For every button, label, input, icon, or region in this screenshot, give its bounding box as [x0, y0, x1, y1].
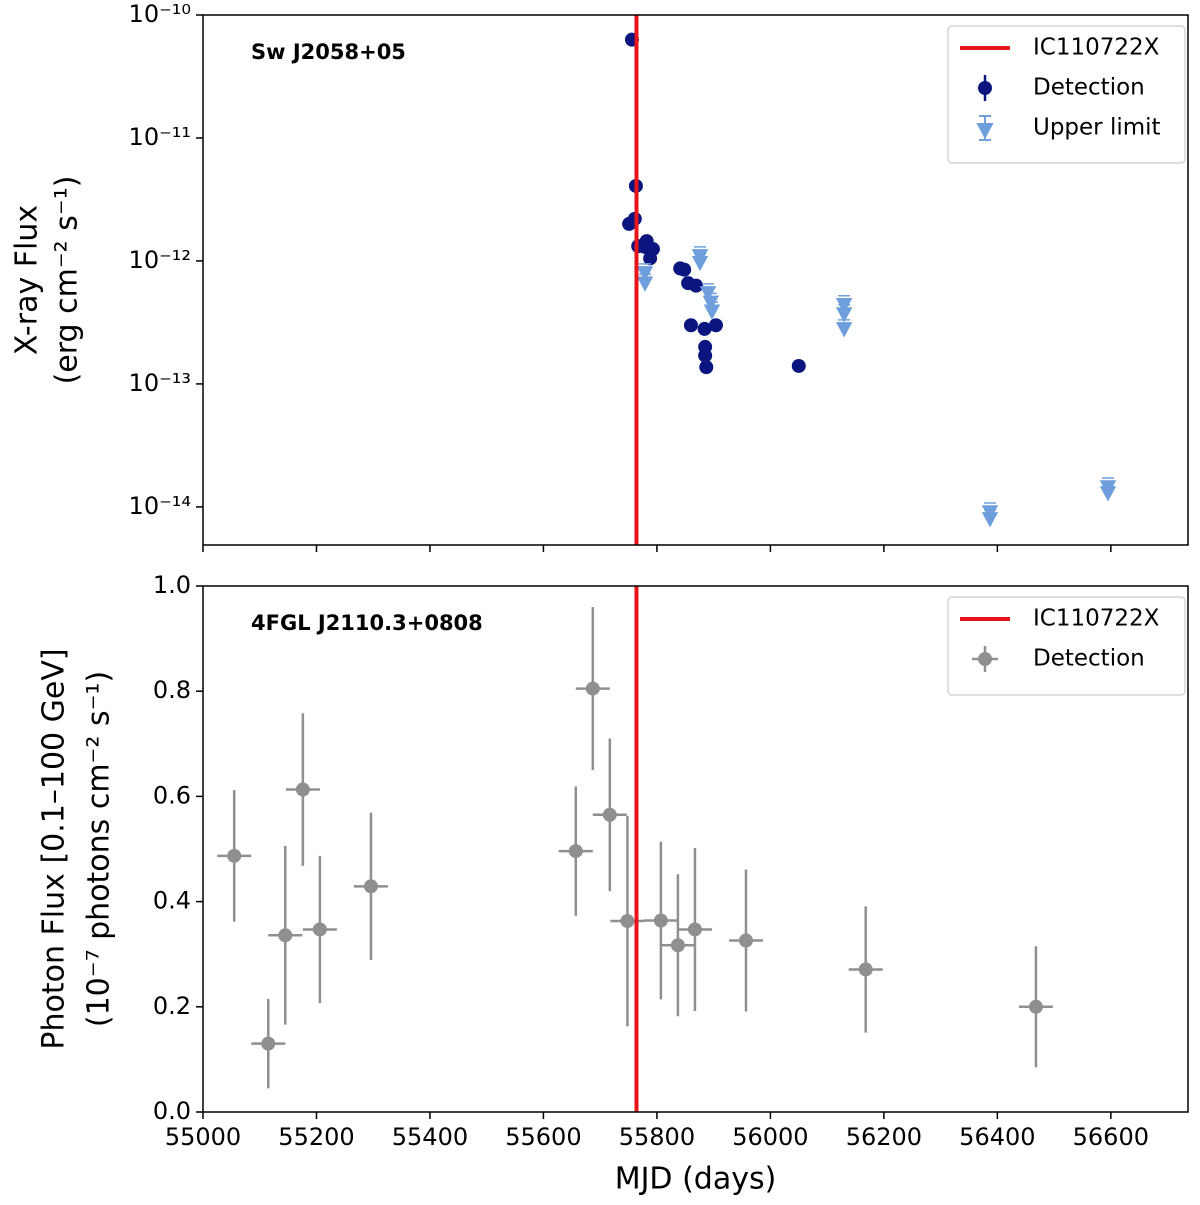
data-point [568, 844, 583, 859]
y-axis-label: X-ray Flux [10, 205, 45, 355]
data-point [699, 360, 714, 375]
legend-swatch [976, 115, 994, 141]
upper-limit-marker [835, 304, 853, 323]
data-point [261, 1036, 276, 1051]
x-tick-label: 55400 [392, 1123, 468, 1151]
y-tick-label: 10⁻¹⁴ [129, 492, 191, 520]
legend-box [947, 596, 1186, 696]
x-tick-label: 55200 [278, 1123, 354, 1151]
legend-label: Detection [1033, 75, 1145, 101]
legend-label: IC110722X [1033, 35, 1160, 61]
x-axis-label: MJD (days) [615, 1162, 777, 1197]
axes-frame [202, 14, 1189, 546]
y-tick-label: 10⁻¹³ [129, 369, 191, 397]
x-tick-label: 55600 [505, 1123, 581, 1151]
x-tick-label: 56600 [1073, 1123, 1149, 1151]
y-tick-label: 10⁻¹¹ [129, 123, 191, 151]
legend-label: Detection [1033, 646, 1145, 672]
data-point [697, 321, 712, 336]
data-point [708, 318, 723, 333]
y-tick-label: 0.8 [153, 676, 191, 704]
y-tick-label: 1.0 [153, 571, 191, 599]
x-tick-label: 55800 [619, 1123, 695, 1151]
data-point [643, 251, 658, 266]
upper-limit-marker [1099, 483, 1117, 502]
data-point [670, 938, 685, 953]
x-tick-label: 56200 [846, 1123, 922, 1151]
x-tick-label: 56000 [732, 1123, 808, 1151]
data-point [363, 879, 378, 894]
data-point [312, 922, 327, 937]
data-point [738, 933, 753, 948]
annotation: 4FGL J2110.3+0808 [251, 611, 483, 635]
data-point [689, 278, 704, 293]
data-point [687, 922, 702, 937]
data-point [1028, 999, 1043, 1014]
upper-limit-marker [636, 273, 654, 292]
annotation: Sw J2058+05 [251, 40, 406, 64]
data-point [698, 348, 713, 363]
legend-swatch [978, 652, 992, 666]
x-tick-label: 55000 [165, 1123, 241, 1151]
data-point [295, 782, 310, 797]
y-axis-label: Photon Flux [0.1–100 GeV] [37, 648, 72, 1049]
y-tick-label: 0.4 [153, 887, 191, 915]
x-tick-label: 56400 [959, 1123, 1035, 1151]
data-point [791, 358, 806, 373]
upper-limit-marker [636, 263, 654, 282]
upper-limit-marker [691, 252, 709, 272]
data-point [585, 681, 600, 696]
y-tick-label: 0.0 [153, 1097, 191, 1125]
y-axis-label: (10⁻⁷ photons cm⁻² s⁻¹) [82, 671, 117, 1027]
data-point [620, 914, 635, 929]
y-tick-label: 0.2 [153, 992, 191, 1020]
y-tick-label: 10⁻¹² [129, 246, 191, 274]
upper-limit-marker [835, 319, 853, 338]
data-point [227, 848, 242, 863]
legend-label: Upper limit [1033, 115, 1161, 141]
data-point [858, 962, 873, 977]
data-point [677, 262, 692, 277]
upper-limit-marker [703, 301, 721, 320]
axes-frame [202, 585, 1189, 1113]
data-point [653, 913, 668, 928]
legend-swatch [978, 81, 992, 95]
y-tick-label: 10⁻¹⁰ [129, 0, 191, 28]
data-point [602, 807, 617, 822]
data-point [683, 318, 698, 333]
legend-label: IC110722X [1033, 606, 1160, 632]
y-tick-label: 0.6 [153, 781, 191, 809]
upper-limit-marker [981, 509, 999, 528]
legend-box [947, 25, 1186, 164]
data-point [278, 928, 293, 943]
y-axis-label: (erg cm⁻² s⁻¹) [50, 176, 85, 385]
